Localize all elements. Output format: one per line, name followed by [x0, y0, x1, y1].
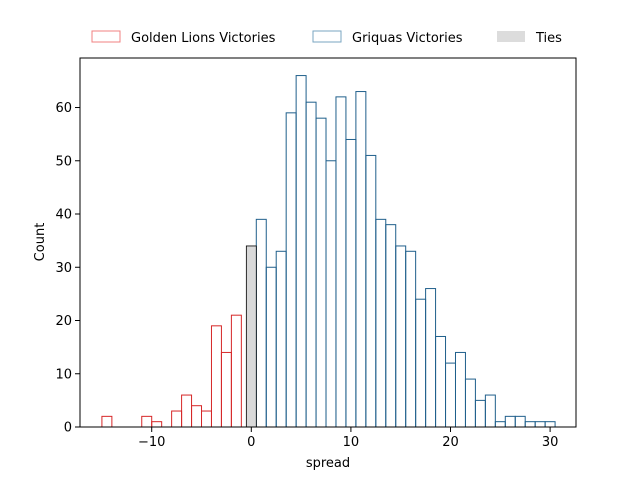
y-tick-label: 40 — [55, 208, 72, 223]
x-axis-label: spread — [306, 456, 350, 471]
legend: Golden Lions Victories Griquas Victories… — [91, 30, 562, 46]
y-tick-label: 10 — [55, 367, 72, 382]
y-tick-label: 0 — [64, 421, 72, 436]
legend-swatch-griquas — [312, 30, 342, 43]
bar-ties-0 — [245, 245, 257, 428]
y-tick-label: 30 — [55, 261, 72, 276]
y-axis-label: Count — [33, 223, 48, 262]
y-tick-label: 50 — [55, 154, 72, 169]
x-tick-label: −10 — [138, 435, 165, 450]
plot-frame — [79, 57, 577, 428]
legend-label-golden-lions: Golden Lions Victories — [131, 31, 276, 46]
y-tick-label: 20 — [55, 314, 72, 329]
x-axis-ticks: −10 0 10 20 30 — [138, 427, 558, 450]
y-tick-label: 60 — [55, 101, 72, 116]
legend-label-ties: Ties — [535, 31, 562, 46]
x-tick-label: 20 — [442, 435, 459, 450]
legend-swatch-golden-lions — [91, 30, 121, 43]
legend-label-griquas: Griquas Victories — [352, 31, 463, 46]
y-axis-ticks: 0 10 20 30 40 50 60 — [55, 101, 80, 436]
x-tick-label: 10 — [343, 435, 360, 450]
legend-swatch-ties — [497, 31, 525, 42]
x-tick-label: 30 — [542, 435, 559, 450]
x-tick-label: 0 — [247, 435, 255, 450]
